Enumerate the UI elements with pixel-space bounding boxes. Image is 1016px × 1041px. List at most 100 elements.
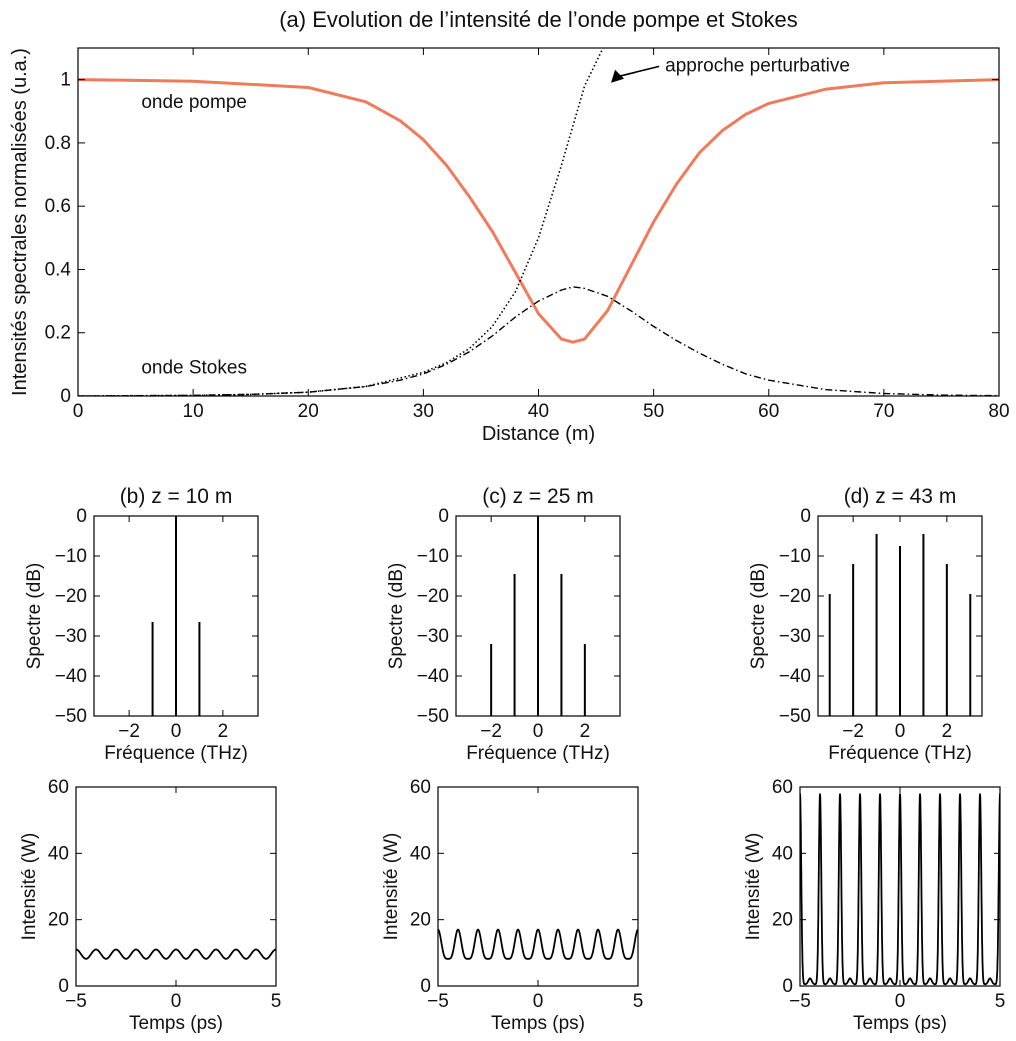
chart-d-spectrum: (d) z = 43 m−2 0 2−50−40−30−20−100Fréquenc… xyxy=(748,485,983,764)
annotation: approche perturbative xyxy=(665,55,850,76)
series-line-onde-pompe xyxy=(78,78,999,344)
x-tick-label: 2 xyxy=(942,721,953,742)
y-tick-label: −20 xyxy=(779,586,811,607)
y-tick-label: 0 xyxy=(438,506,449,527)
x-tick-label: 5 xyxy=(271,991,282,1012)
y-tick-label: −40 xyxy=(417,666,449,687)
chart-a: (a) Evolution de l’intensité de l’onde p… xyxy=(9,7,1010,445)
x-axis-label: Temps (ps) xyxy=(853,1013,947,1034)
intensity-trace xyxy=(438,928,638,960)
y-tick-label: 40 xyxy=(48,843,69,864)
chart-title: (d) z = 43 m xyxy=(844,485,957,508)
y-axis-label: Intensité (W) xyxy=(19,833,40,941)
plot-area xyxy=(151,516,201,716)
x-tick-label: 20 xyxy=(298,401,319,422)
plot-area xyxy=(438,928,638,960)
x-tick-label: −5 xyxy=(65,991,87,1012)
y-axis-label: Intensité (W) xyxy=(743,833,764,941)
y-tick-label: −40 xyxy=(55,666,87,687)
y-tick-label: 0 xyxy=(800,506,811,527)
x-tick-label: 40 xyxy=(528,401,549,422)
y-axis-label: Spectre (dB) xyxy=(748,563,769,670)
y-tick-label: −20 xyxy=(55,586,87,607)
x-tick-label: −5 xyxy=(427,991,449,1012)
y-tick-label: 20 xyxy=(410,910,431,931)
x-tick-label: 0 xyxy=(171,991,182,1012)
x-tick-label: 50 xyxy=(643,401,664,422)
x-tick-label: 0 xyxy=(533,991,544,1012)
chart-title: (b) z = 10 m xyxy=(120,485,233,508)
y-tick-label: 60 xyxy=(410,777,431,798)
x-tick-label: 80 xyxy=(988,401,1009,422)
plot-area xyxy=(490,516,586,716)
y-tick-label: 0.8 xyxy=(45,133,71,154)
annotation: onde pompe xyxy=(141,92,247,113)
x-tick-label: −2 xyxy=(118,721,140,742)
x-axis-label: Fréquence (THz) xyxy=(466,743,610,764)
x-tick-label: 0 xyxy=(171,721,182,742)
y-axis-label: Spectre (dB) xyxy=(24,563,45,670)
x-tick-label: 10 xyxy=(183,401,204,422)
y-tick-label: 0.6 xyxy=(45,196,71,217)
plot-area xyxy=(800,793,1000,986)
y-tick-label: 0.4 xyxy=(45,259,72,280)
y-tick-label: 40 xyxy=(772,843,793,864)
x-tick-label: 2 xyxy=(580,721,591,742)
x-tick-label: 0 xyxy=(533,721,544,742)
y-tick-label: −40 xyxy=(779,666,811,687)
x-tick-label: 60 xyxy=(758,401,779,422)
x-tick-label: 2 xyxy=(218,721,229,742)
y-tick-label: 0 xyxy=(58,976,69,997)
annotation: onde Stokes xyxy=(141,358,247,379)
y-tick-label: −10 xyxy=(417,546,449,567)
arrow-head-icon xyxy=(611,69,625,83)
plot-area xyxy=(78,48,999,396)
intensity-trace xyxy=(800,793,1000,986)
axes-box xyxy=(75,786,277,987)
chart-title: (c) z = 25 m xyxy=(482,485,593,508)
y-tick-label: 0 xyxy=(782,976,793,997)
y-tick-label: −30 xyxy=(417,626,449,647)
y-tick-label: 0 xyxy=(76,506,87,527)
y-axis-label: Intensités spectrales normalisées (u.a.) xyxy=(9,48,31,396)
x-tick-label: −5 xyxy=(789,991,811,1012)
x-tick-label: −2 xyxy=(480,721,502,742)
y-tick-label: −50 xyxy=(417,706,449,727)
y-tick-label: −50 xyxy=(55,706,87,727)
y-tick-label: 0 xyxy=(420,976,431,997)
plot-area xyxy=(828,534,972,716)
y-tick-label: −30 xyxy=(779,626,811,647)
y-tick-label: −20 xyxy=(417,586,449,607)
y-tick-label: 60 xyxy=(48,777,69,798)
chart-title: (a) Evolution de l’intensité de l’onde p… xyxy=(279,7,798,32)
y-tick-label: 20 xyxy=(48,910,69,931)
y-tick-label: 0.2 xyxy=(45,323,71,344)
y-tick-label: 1 xyxy=(60,70,71,91)
chart-c-spectrum: (c) z = 25 m−2 0 2−50−40−30−20−100Fréquenc… xyxy=(386,485,621,764)
x-tick-label: 5 xyxy=(995,991,1006,1012)
y-tick-label: −10 xyxy=(779,546,811,567)
x-axis-label: Temps (ps) xyxy=(129,1013,223,1034)
plot-area xyxy=(76,948,276,960)
y-axis-label: Intensité (W) xyxy=(381,833,402,941)
y-tick-label: 20 xyxy=(772,910,793,931)
y-tick-label: −50 xyxy=(779,706,811,727)
x-tick-label: 70 xyxy=(873,401,894,422)
annotation-arrow xyxy=(616,65,660,78)
x-tick-label: 30 xyxy=(413,401,434,422)
intensity-trace xyxy=(76,948,276,960)
y-tick-label: −30 xyxy=(55,626,87,647)
x-axis-label: Fréquence (THz) xyxy=(104,743,248,764)
x-axis-label: Fréquence (THz) xyxy=(828,743,972,764)
x-tick-label: 5 xyxy=(633,991,644,1012)
series-line-onde-Stokes xyxy=(78,286,999,396)
x-axis-label: Distance (m) xyxy=(482,423,595,445)
x-tick-label: 0 xyxy=(73,401,84,422)
x-axis-label: Temps (ps) xyxy=(491,1013,585,1034)
y-axis-label: Spectre (dB) xyxy=(386,563,407,670)
x-tick-label: −2 xyxy=(842,721,864,742)
chart-b-spectrum: (b) z = 10 m−2 0 2−50−40−30−20−100Fréquenc… xyxy=(24,485,259,764)
y-tick-label: −10 xyxy=(55,546,87,567)
